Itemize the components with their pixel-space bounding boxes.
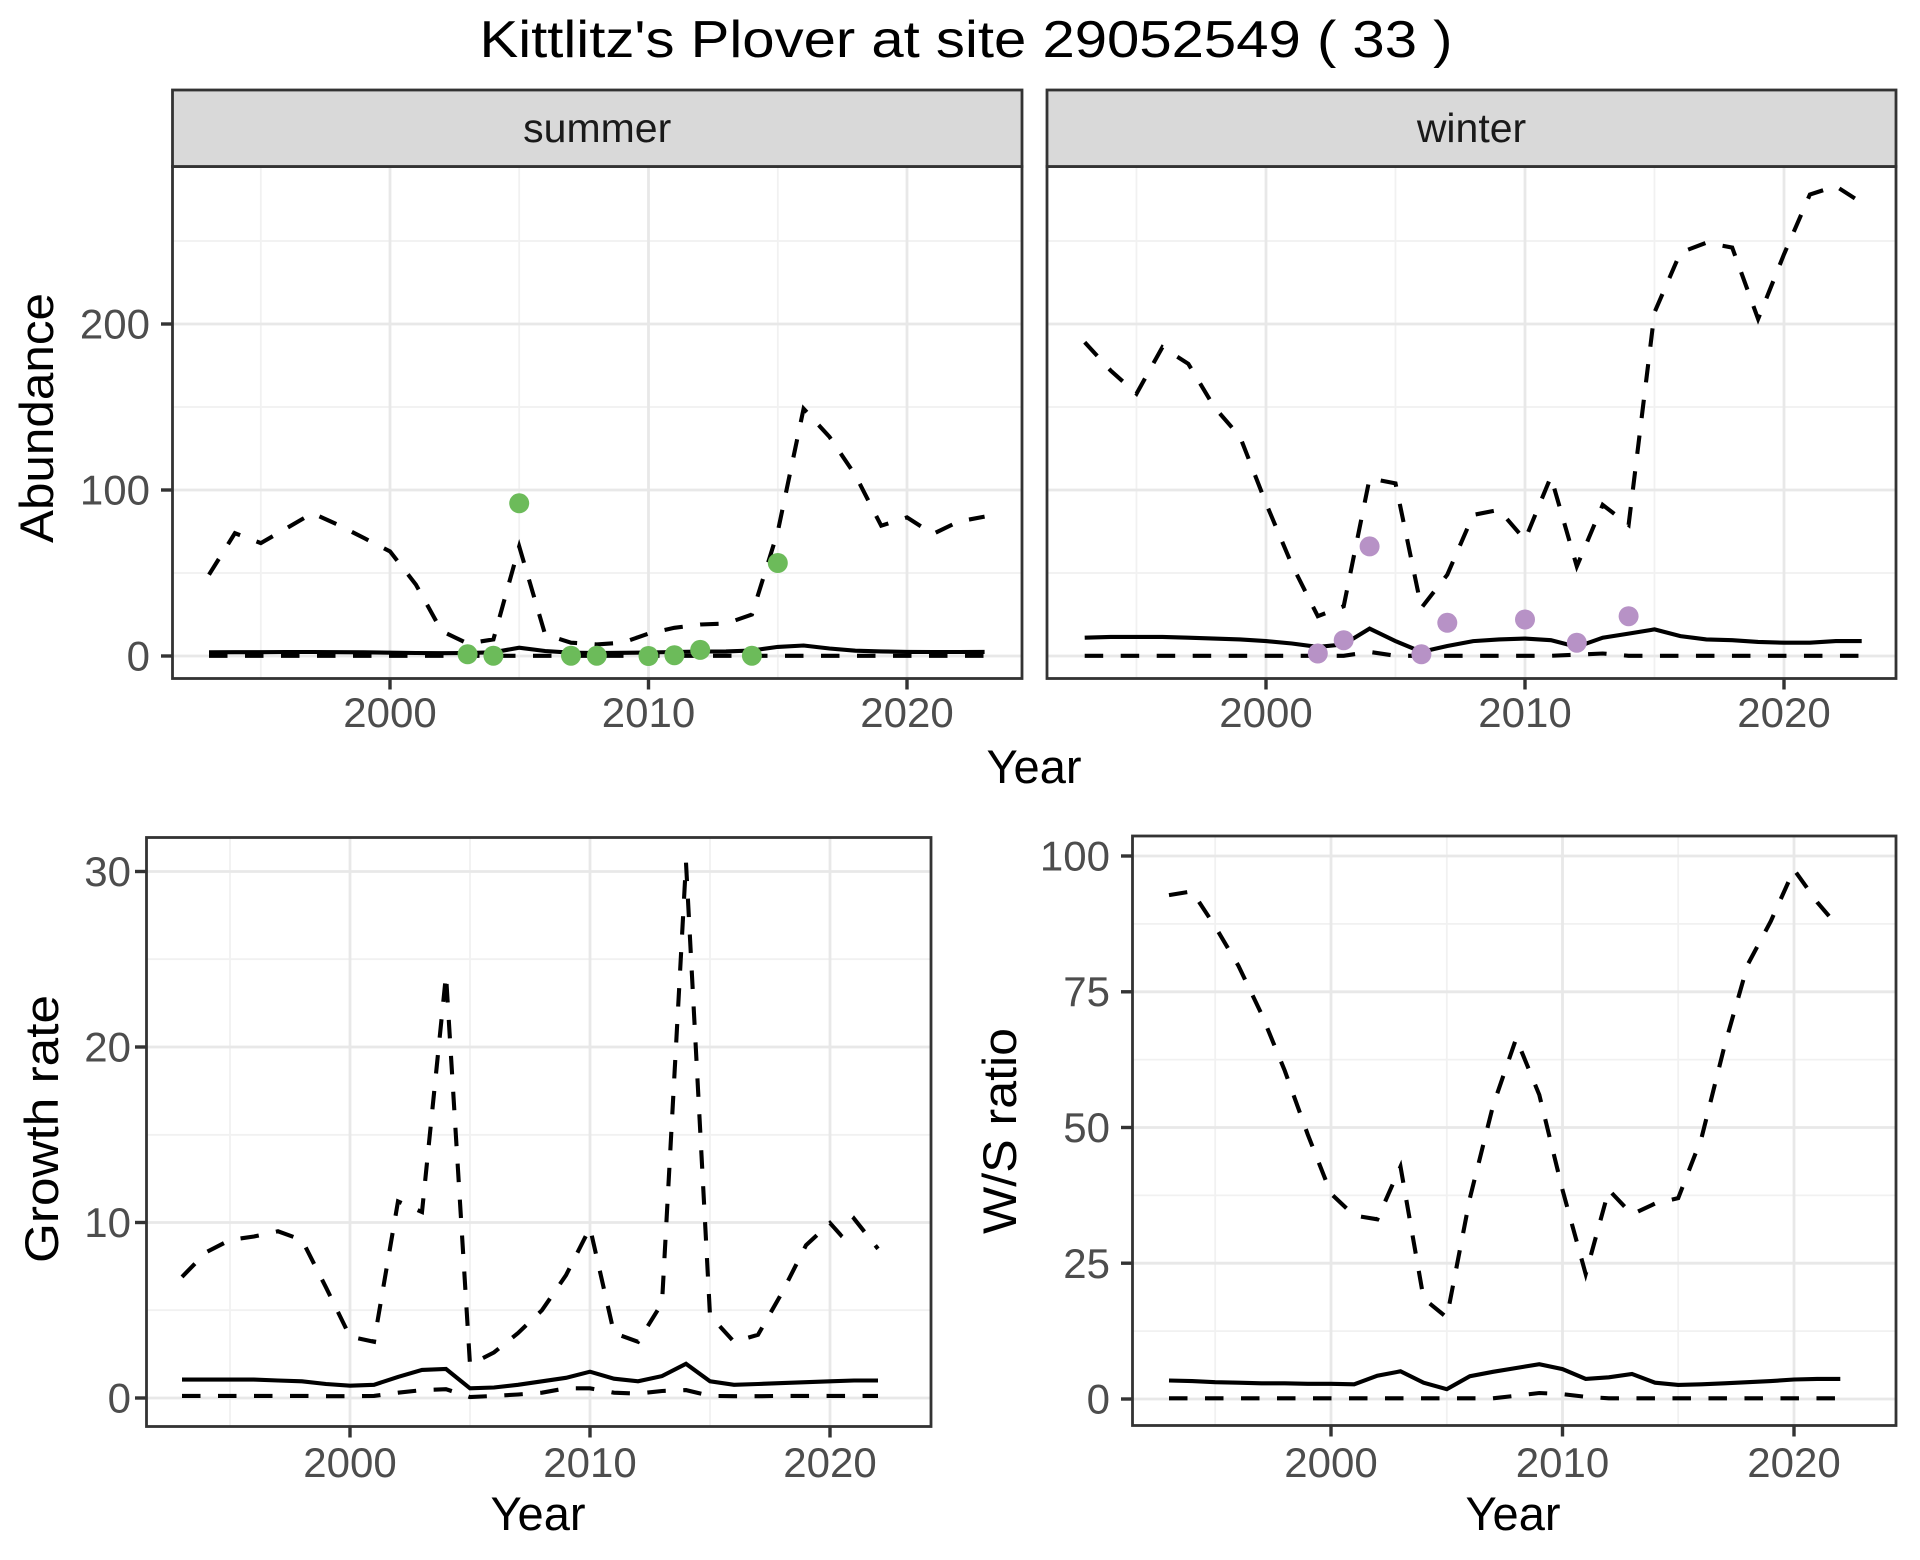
svg-text:Abundance: Abundance [10,293,63,543]
svg-text:Year: Year [987,740,1082,793]
svg-text:100: 100 [1040,833,1110,880]
svg-text:Growth rate: Growth rate [15,995,68,1263]
svg-text:winter: winter [1416,105,1526,151]
svg-text:W/S ratio: W/S ratio [973,1028,1026,1234]
svg-text:Year: Year [491,1487,586,1540]
svg-text:2000: 2000 [303,1439,396,1486]
svg-text:2020: 2020 [860,689,953,736]
svg-text:2020: 2020 [783,1439,876,1486]
svg-text:2000: 2000 [1284,1439,1377,1486]
svg-text:25: 25 [1063,1240,1110,1287]
svg-text:20: 20 [84,1024,131,1071]
svg-text:30: 30 [84,848,131,895]
svg-text:Year: Year [1466,1487,1561,1540]
svg-text:2020: 2020 [1747,1439,1840,1486]
svg-text:50: 50 [1063,1104,1110,1151]
svg-text:200: 200 [80,301,150,348]
svg-text:2000: 2000 [1219,689,1312,736]
svg-text:2000: 2000 [343,689,436,736]
svg-text:2010: 2010 [1478,689,1571,736]
svg-text:0: 0 [1087,1376,1110,1423]
svg-text:0: 0 [127,633,150,680]
svg-text:2010: 2010 [602,689,695,736]
svg-text:2020: 2020 [1737,689,1830,736]
svg-text:Kittlitz's Plover at site 2905: Kittlitz's Plover at site 29052549 ( 33 … [480,11,1453,69]
svg-text:0: 0 [108,1375,131,1422]
svg-text:2010: 2010 [1516,1439,1609,1486]
svg-text:10: 10 [84,1199,131,1246]
svg-text:75: 75 [1063,968,1110,1015]
svg-text:summer: summer [523,105,671,151]
svg-text:100: 100 [80,467,150,514]
svg-text:2010: 2010 [543,1439,636,1486]
